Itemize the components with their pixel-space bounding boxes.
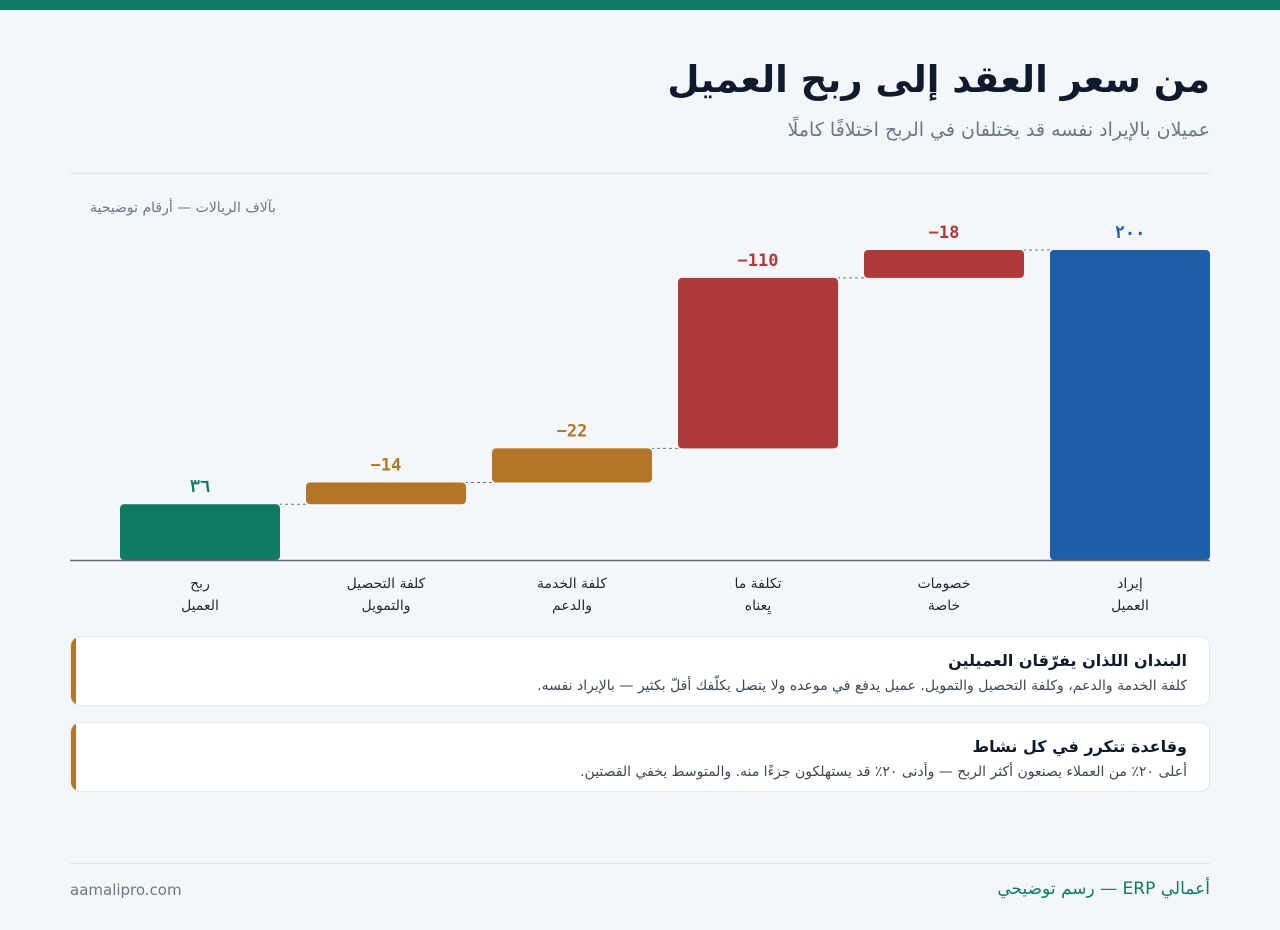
waterfall-bar	[1050, 250, 1210, 560]
waterfall-chart: ٢٠٠ إيراد العميل −18 خصومات خاصة −110 تكلفة ما ي…	[70, 223, 1210, 614]
waterfall-bar	[492, 448, 652, 483]
category-tick-label: العميل	[181, 598, 219, 614]
bar-value-label: ٣٦	[190, 477, 210, 497]
bar-value-label: −22	[557, 421, 588, 441]
page-subtitle: عميلان بالإيراد نفسه قد يختلفان في الربح…	[787, 119, 1210, 141]
chart-units-note: بآلاف الريالات — أرقام توضيحية	[90, 200, 276, 216]
bar-value-label: −18	[929, 223, 960, 243]
category-tick-label: خصومات	[918, 576, 971, 592]
category-tick-label: خاصة	[928, 598, 960, 614]
footer-brand: أعمالي ERP — رسم توضيحي	[997, 879, 1210, 899]
card-text: كلفة الخدمة والدعم، وكلفة التحصيل والتمو…	[537, 678, 1187, 694]
waterfall-bar	[306, 482, 466, 505]
category-tick-label: كلفة الخدمة	[537, 576, 607, 592]
card-text: أعلى ٢٠٪ من العملاء يصنعون أكثر الربح — …	[580, 764, 1187, 780]
waterfall-bar	[120, 504, 280, 560]
insight-card-2: وقاعدة تتكرر في كل نشاط أعلى ٢٠٪ من العم…	[70, 722, 1210, 792]
card-accent	[71, 637, 76, 705]
category-tick-label: والدعم	[552, 598, 592, 614]
card-accent	[71, 723, 76, 791]
header-divider	[70, 173, 1210, 174]
insight-card-1: البندان اللذان يفرّقان العميلين كلفة الخ…	[70, 636, 1210, 706]
card-title: البندان اللذان يفرّقان العميلين	[948, 651, 1187, 670]
card-title: وقاعدة تتكرر في كل نشاط	[972, 737, 1188, 756]
category-tick-label: تكلفة ما	[734, 576, 781, 592]
footer-divider	[70, 863, 1210, 864]
category-tick-label: كلفة التحصيل	[347, 576, 426, 592]
category-tick-label: يِعناه	[745, 598, 772, 614]
waterfall-bar	[678, 277, 838, 449]
bar-value-label: −14	[371, 456, 402, 476]
bar-value-label: −110	[738, 251, 779, 271]
bar-value-label: ٢٠٠	[1115, 223, 1146, 243]
footer-site-link[interactable]: aamalipro.com	[70, 881, 182, 899]
category-tick-label: والتمويل	[362, 598, 411, 614]
category-tick-label: إيراد	[1117, 576, 1143, 592]
top-accent-bar	[0, 0, 1280, 10]
page-title: من سعر العقد إلى ربح العميل	[667, 58, 1210, 101]
category-tick-label: ربح	[190, 576, 210, 592]
waterfall-bar	[864, 250, 1024, 278]
category-tick-label: العميل	[1111, 598, 1149, 614]
